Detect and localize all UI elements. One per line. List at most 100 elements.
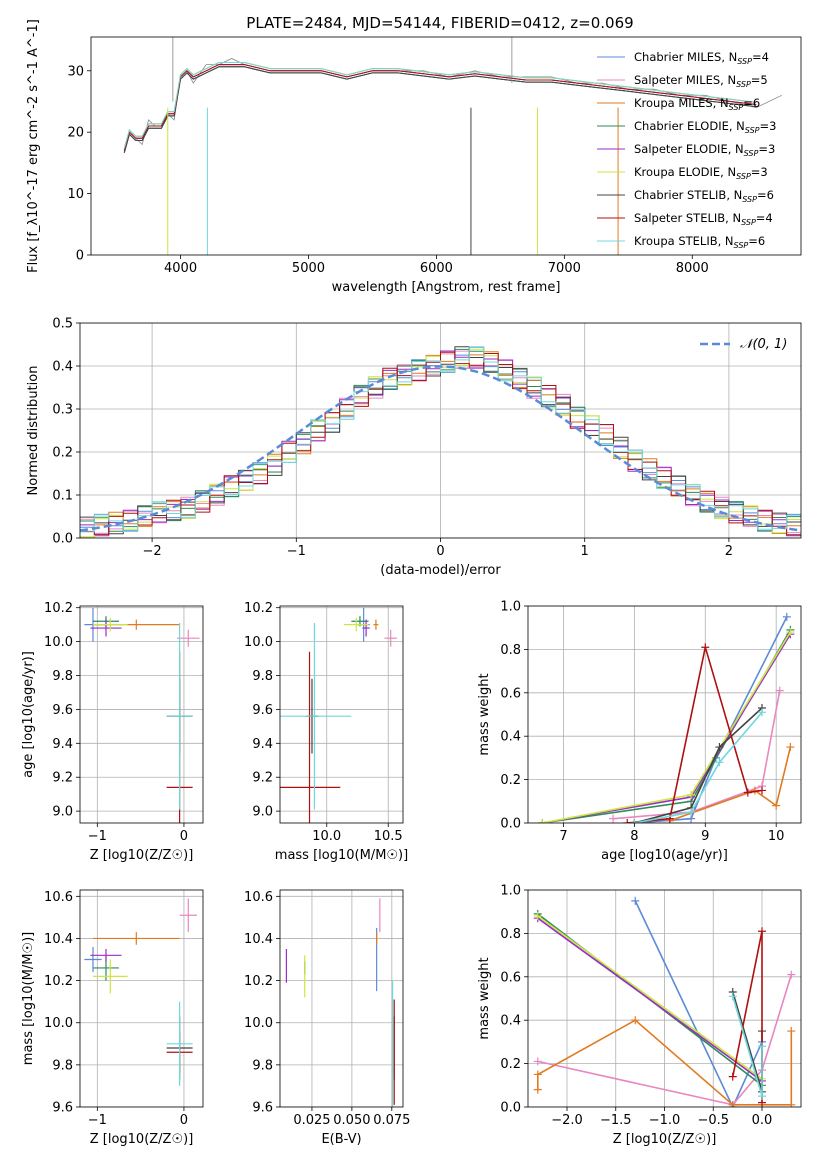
x-tick-label: 0 xyxy=(436,544,444,559)
panel-age_vs_mass: 10.0 10.5 9.0 9.2 9.4 9.6 9.8 10.0 10.2 mass [log… xyxy=(244,601,408,863)
y-tick-label: 9.8 xyxy=(52,669,73,684)
y-tick-label: 10.2 xyxy=(244,601,273,616)
weight-marker-kroupa_stelib xyxy=(728,992,737,1001)
y-axis-label: Normed distribution xyxy=(26,366,41,496)
y-tick-label: 30 xyxy=(67,64,84,79)
y-tick-label: 0.6 xyxy=(500,686,521,701)
y-tick-label: 10.2 xyxy=(44,601,73,616)
weight-line-kroupa_elodie xyxy=(537,915,763,1080)
y-axis-label: mass weight xyxy=(477,673,492,755)
weight-marker-salpeter_stelib xyxy=(728,1072,737,1081)
axes-frame xyxy=(90,36,802,256)
x-tick-label: 2 xyxy=(725,544,733,559)
y-tick-label: 9.2 xyxy=(252,771,273,786)
x-tick-label: 0.0 xyxy=(752,1113,773,1128)
weight-marker-chabrier_miles xyxy=(782,612,791,621)
figure-title: PLATE=2484, MJD=54144, FIBERID=0412, z=0… xyxy=(246,14,633,32)
weight-marker-kroupa_stelib xyxy=(687,808,696,817)
weight-line-chabrier_stelib xyxy=(634,707,763,823)
x-tick-label: 7000 xyxy=(548,261,581,276)
y-tick-label: 0.0 xyxy=(500,1101,521,1116)
spectrum-model-salpeter_stelib xyxy=(123,64,757,151)
x-tick-label: 1 xyxy=(581,544,589,559)
weight-marker-salpeter_miles xyxy=(533,1057,542,1066)
panel-mass_vs_ebv: 0.025 0.050 0.075 9.6 9.8 10.0 10.2 10.4 10.6 E(B… xyxy=(244,889,410,1147)
weight-marker-kroupa_elodie xyxy=(533,912,542,921)
weight-line-kroupa_stelib xyxy=(634,711,763,823)
y-tick-label: 0.2 xyxy=(500,773,521,788)
y-tick-label: 10 xyxy=(67,187,84,202)
y-tick-label: 9.6 xyxy=(252,703,273,718)
x-tick-label: 8 xyxy=(630,829,638,844)
x-tick-label: 4000 xyxy=(164,261,197,276)
x-tick-label: 8000 xyxy=(676,261,709,276)
y-tick-label: 10.4 xyxy=(44,932,73,947)
x-tick-label: 10.0 xyxy=(312,829,341,844)
weight-marker-kroupa_miles xyxy=(631,1016,640,1025)
weight-line-salpeter_elodie xyxy=(542,633,792,823)
x-axis-label: E(B-V) xyxy=(321,1132,361,1147)
x-tick-label: 6000 xyxy=(420,261,453,276)
weight-line-salpeter_miles xyxy=(613,690,781,820)
weight-marker-salpeter_stelib xyxy=(701,643,710,652)
x-tick-label: 9 xyxy=(701,829,709,844)
plot-area xyxy=(80,606,203,823)
legend-label-chabrier_stelib: Chabrier STELIB, NSSP=6 xyxy=(634,188,774,204)
legend-label-salpeter_miles: Salpeter MILES, NSSP=5 xyxy=(634,73,768,89)
y-tick-label: 10.6 xyxy=(244,890,273,905)
legend-label-salpeter_elodie: Salpeter ELODIE, NSSP=3 xyxy=(634,142,775,158)
x-tick-label: 0 xyxy=(180,829,188,844)
x-tick-label: −1.0 xyxy=(649,1113,681,1128)
weight-marker-salpeter_miles xyxy=(775,686,784,695)
y-tick-label: 0.8 xyxy=(500,643,521,658)
weight-line-chabrier_elodie xyxy=(542,629,792,823)
spectrum-model-chabrier_stelib xyxy=(123,66,757,153)
axes-frame xyxy=(279,889,404,1108)
weight-marker-kroupa_stelib xyxy=(758,1092,766,1101)
y-tick-label: 0.4 xyxy=(500,730,521,745)
weight-marker-kroupa_stelib xyxy=(630,819,639,823)
x-axis-label: Z [log10(Z/Z☉)] xyxy=(613,1132,717,1147)
y-tick-label: 9.2 xyxy=(52,771,73,786)
x-tick-label: 10 xyxy=(768,829,785,844)
y-tick-label: 1.0 xyxy=(500,600,521,615)
y-tick-label: 10.2 xyxy=(44,974,73,989)
y-tick-label: 9.0 xyxy=(52,805,73,820)
weight-line-salpeter_elodie xyxy=(537,917,763,1082)
x-tick-label: 0.025 xyxy=(293,1113,330,1128)
weight-marker-kroupa_stelib xyxy=(758,1042,766,1051)
axes-frame xyxy=(79,322,802,539)
y-tick-label: 0.2 xyxy=(52,446,73,461)
y-tick-label: 9.8 xyxy=(252,1058,273,1073)
x-axis-label: (data-model)/error xyxy=(380,563,501,578)
weight-line-salpeter_miles xyxy=(537,974,793,1106)
axes-frame xyxy=(79,605,204,824)
weight-marker-kroupa_elodie xyxy=(687,790,696,799)
y-tick-label: 9.6 xyxy=(52,703,73,718)
x-tick-label: 0.075 xyxy=(373,1113,410,1128)
y-tick-label: 9.6 xyxy=(52,1101,73,1116)
legend-label-salpeter_stelib: Salpeter STELIB, NSSP=4 xyxy=(634,211,773,227)
plot-area xyxy=(123,37,782,255)
weight-marker-salpeter_stelib xyxy=(623,819,632,823)
x-axis-label: age [log10(age/yr)] xyxy=(601,848,728,863)
y-tick-label: 0.4 xyxy=(52,360,73,375)
x-tick-label: 0 xyxy=(180,1113,188,1128)
y-tick-label: 9.6 xyxy=(252,1101,273,1116)
y-tick-label: 0.8 xyxy=(500,927,521,942)
x-tick-label: 10.5 xyxy=(374,829,403,844)
y-tick-label: 9.8 xyxy=(52,1058,73,1073)
plot-area xyxy=(528,606,801,823)
weight-marker-kroupa_stelib xyxy=(715,758,724,767)
plot-area xyxy=(80,890,203,1107)
weight-marker-kroupa_miles xyxy=(786,743,795,752)
y-axis-label: mass weight xyxy=(477,957,492,1039)
y-tick-label: 1.0 xyxy=(500,884,521,899)
weight-marker-chabrier_miles xyxy=(631,896,640,905)
weight-marker-salpeter_stelib xyxy=(758,927,766,936)
y-tick-label: 0 xyxy=(76,249,84,264)
axes-frame xyxy=(527,889,802,1108)
weight-marker-kroupa_elodie xyxy=(786,628,795,637)
legend-label-kroupa_elodie: Kroupa ELODIE, NSSP=3 xyxy=(634,165,768,181)
y-axis-label: age [log10(age/yr)] xyxy=(21,651,36,778)
